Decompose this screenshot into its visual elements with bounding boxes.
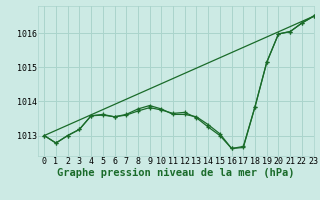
X-axis label: Graphe pression niveau de la mer (hPa): Graphe pression niveau de la mer (hPa) — [57, 168, 295, 178]
